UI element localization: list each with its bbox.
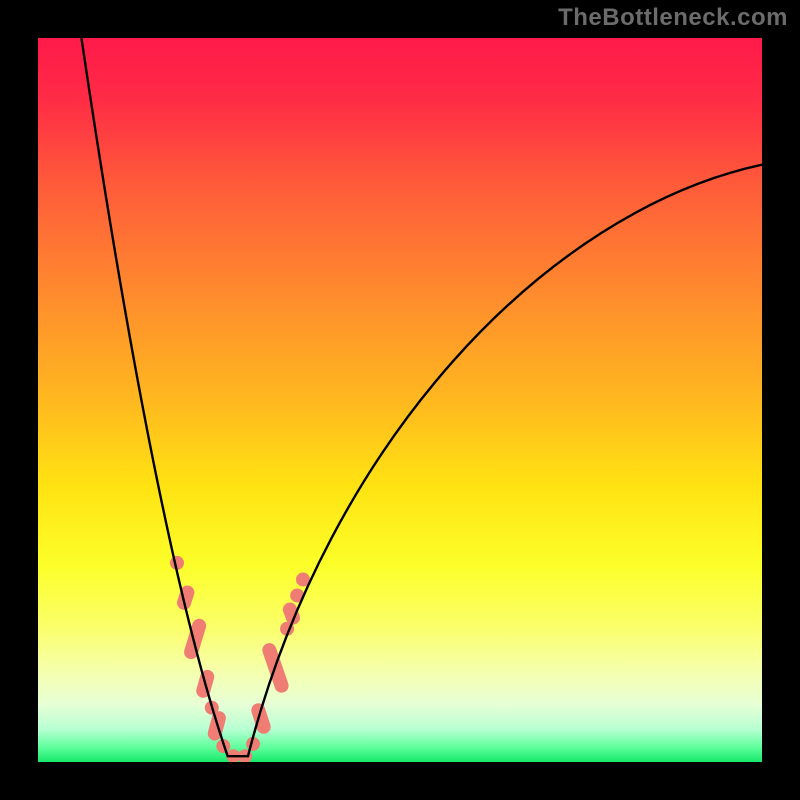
bottleneck-curve xyxy=(81,38,762,756)
chart-frame: TheBottleneck.com xyxy=(0,0,800,800)
marker-layer xyxy=(170,556,310,762)
plot-area xyxy=(38,38,762,762)
watermark-text: TheBottleneck.com xyxy=(558,4,788,32)
marker-capsule xyxy=(182,617,208,661)
curve-layer xyxy=(38,38,762,762)
